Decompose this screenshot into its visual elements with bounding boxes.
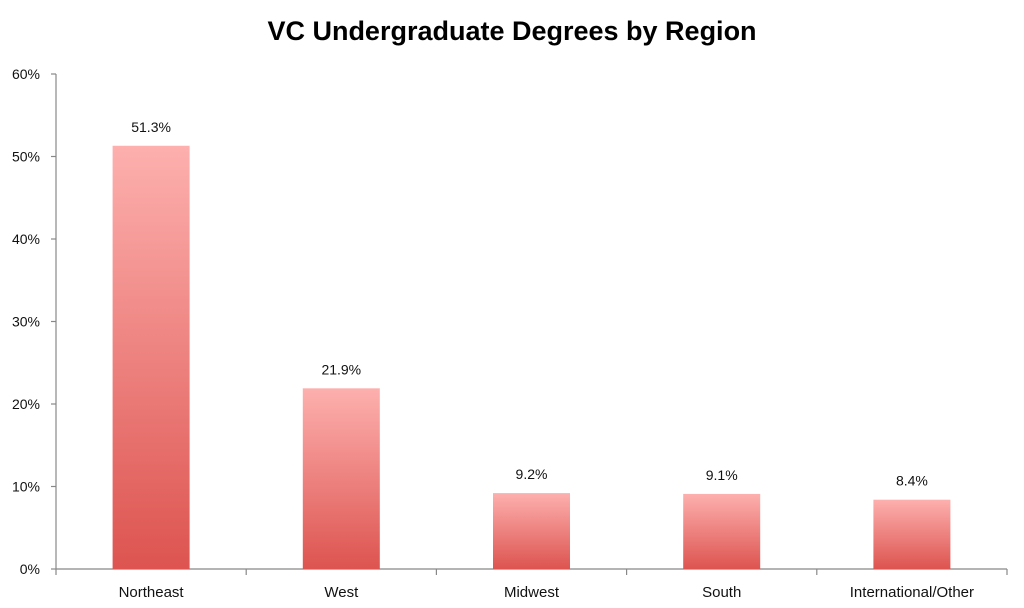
- data-label: 21.9%: [321, 361, 361, 377]
- y-tick-label: 0%: [20, 561, 40, 577]
- data-label: 9.1%: [706, 467, 738, 483]
- x-tick-label: Northeast: [119, 584, 185, 601]
- category-labels-group: Northeast West Midwest South International/O…: [119, 584, 974, 601]
- x-tick-label: South: [702, 584, 741, 601]
- value-labels-group: 51.3% 21.9% 9.2% 9.1% 8.4%: [131, 119, 928, 489]
- x-tick-label: West: [324, 584, 359, 601]
- x-tick-label: International/Other: [850, 584, 974, 601]
- x-tick-label: Midwest: [504, 584, 560, 601]
- bars-group: [112, 145, 951, 569]
- x-axis: [55, 568, 1008, 575]
- bar-international-other: [873, 499, 951, 569]
- y-tick-label: 10%: [12, 479, 40, 495]
- y-tick-label: 50%: [12, 149, 40, 165]
- data-label: 9.2%: [516, 466, 548, 482]
- y-axis: 0% 10% 20% 30% 40% 50% 60%: [12, 66, 57, 577]
- data-label: 8.4%: [896, 473, 928, 489]
- data-label: 51.3%: [131, 119, 171, 135]
- bar-south: [683, 493, 761, 569]
- bar-northeast: [112, 145, 190, 569]
- chart-title: VC Undergraduate Degrees by Region: [267, 16, 756, 46]
- bar-midwest: [493, 493, 570, 569]
- y-tick-label: 60%: [12, 66, 40, 82]
- y-tick-label: 30%: [12, 314, 40, 330]
- y-tick-label: 20%: [12, 396, 40, 412]
- y-tick-label: 40%: [12, 231, 40, 247]
- bar-west: [302, 388, 380, 569]
